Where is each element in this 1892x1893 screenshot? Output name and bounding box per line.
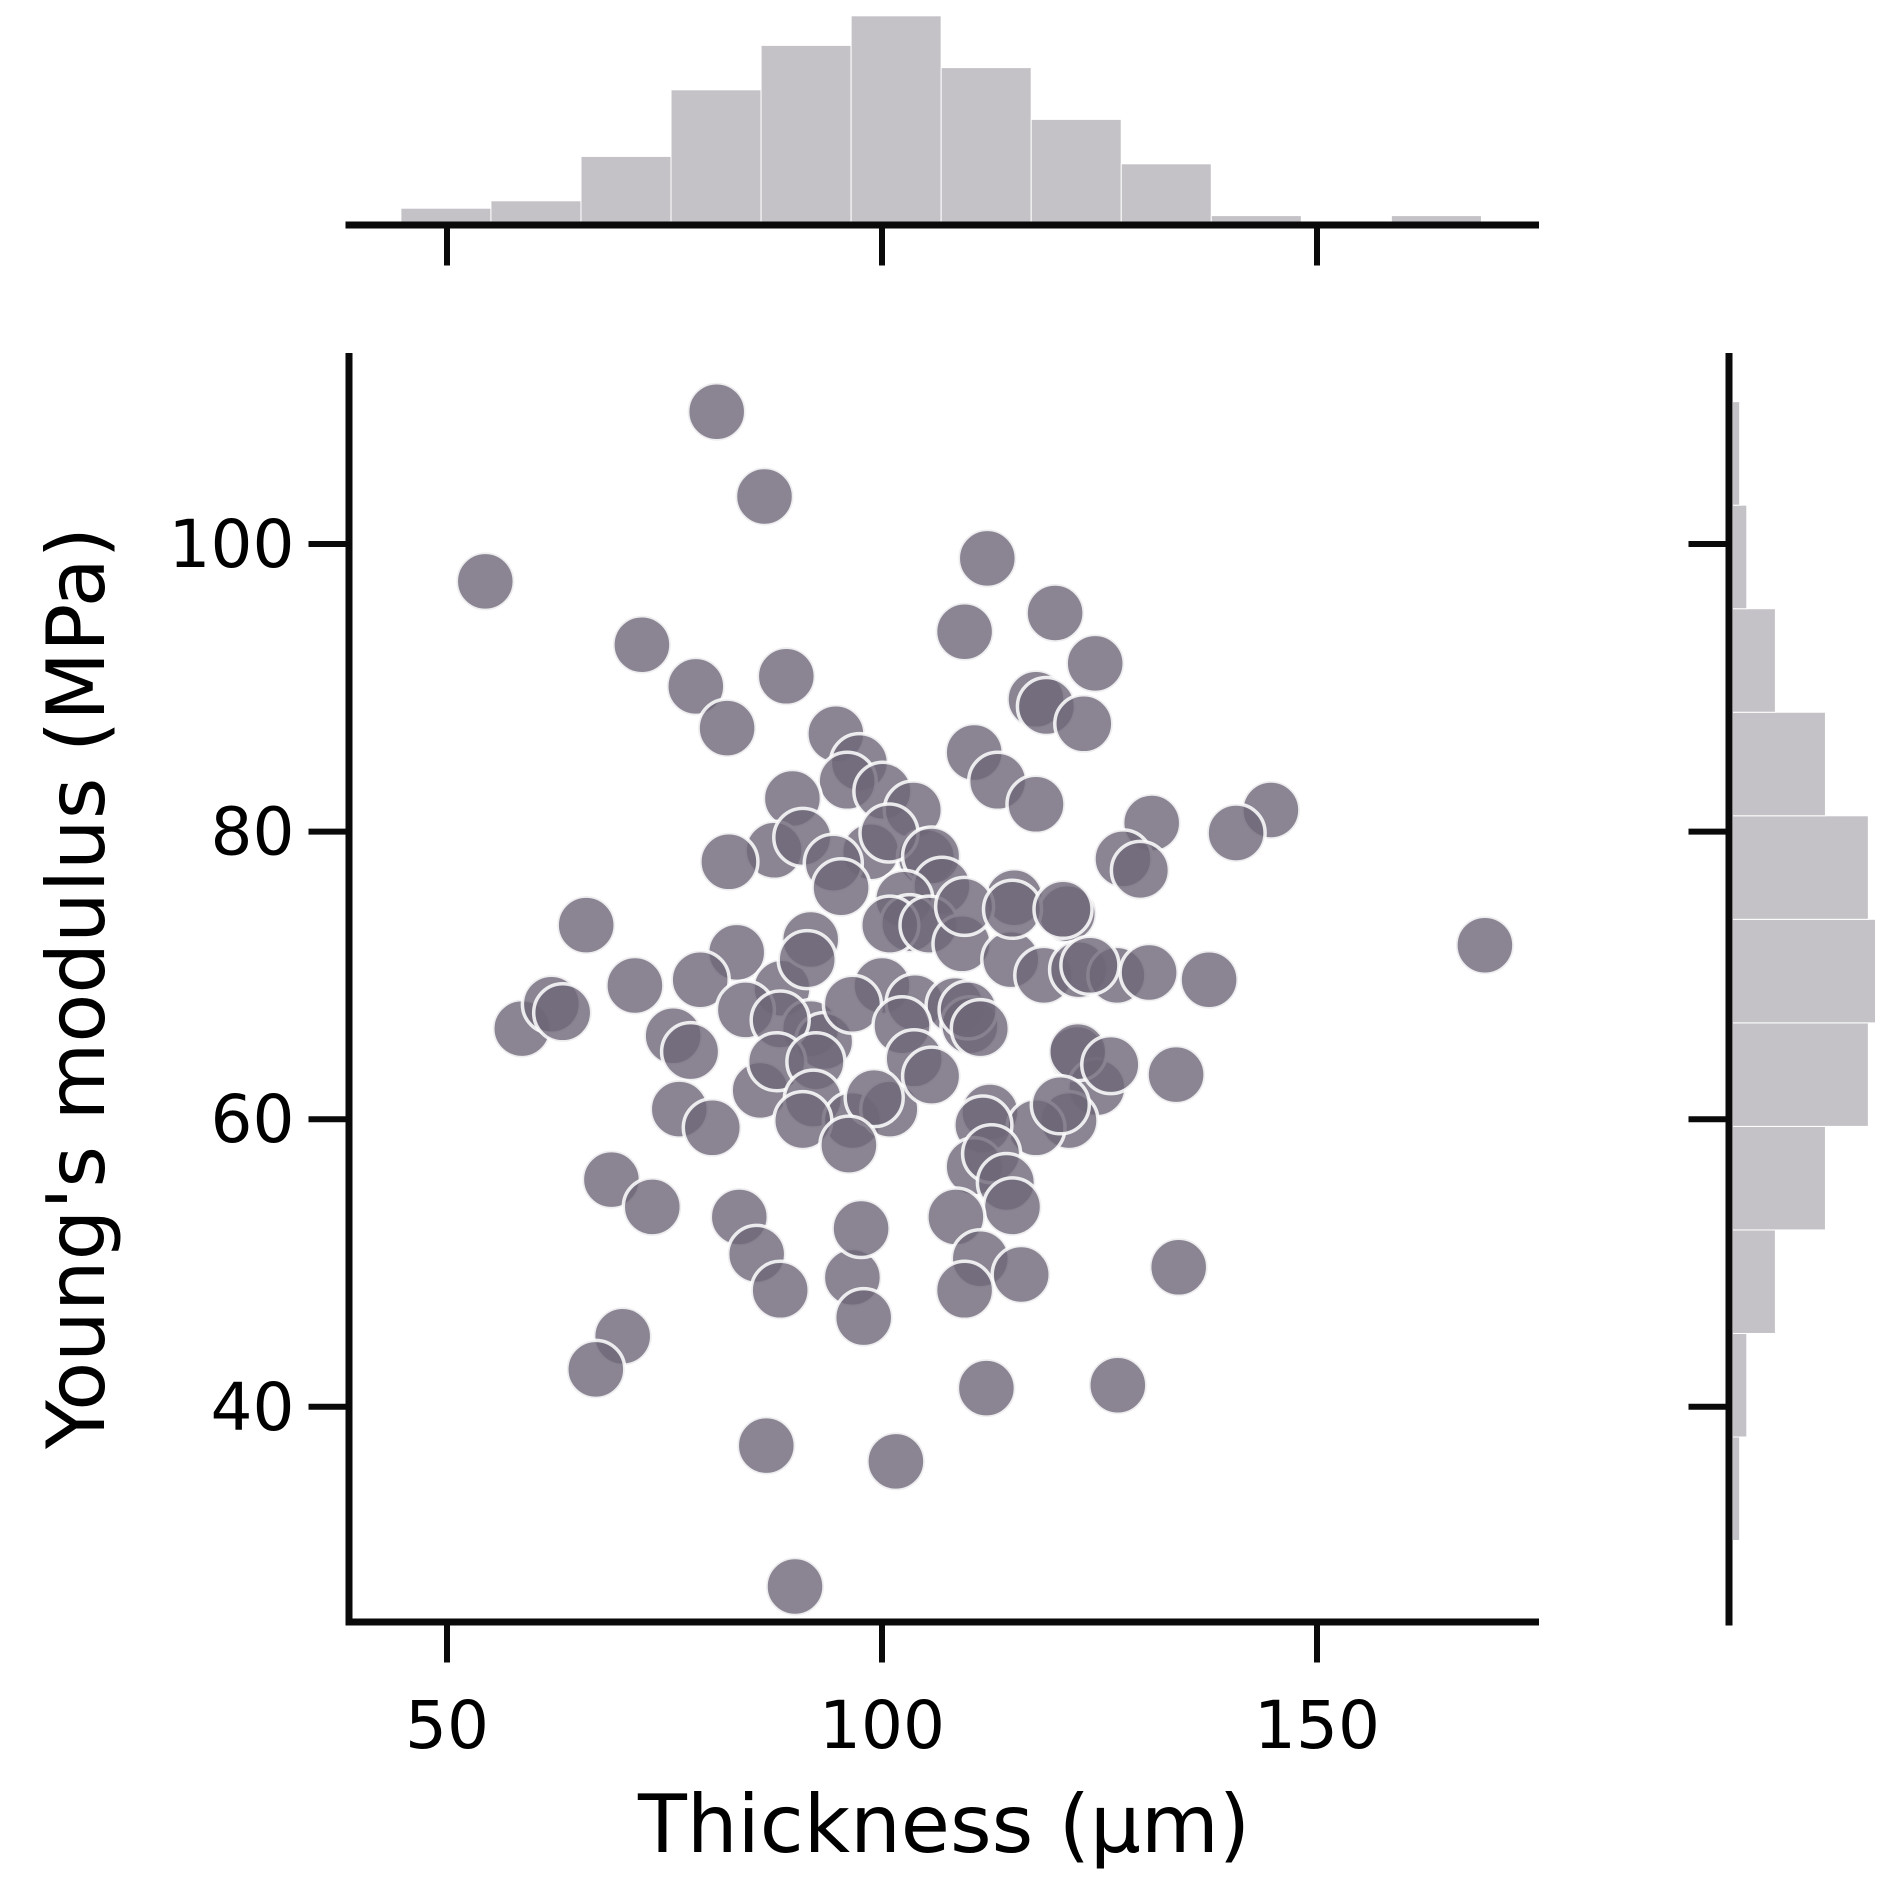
x-axis-label: Thickness (μm) [637, 1778, 1250, 1871]
scatter-point [611, 613, 673, 676]
x-tick-label: 150 [1254, 1687, 1380, 1764]
top-histogram-bar [400, 207, 492, 224]
scatter-point [990, 1243, 1052, 1306]
scatter-point [818, 1114, 880, 1176]
x-tick-label: 100 [819, 1687, 945, 1764]
y-tick-label: 100 [169, 506, 295, 583]
scatter-point [555, 894, 617, 956]
right-histogram-bar [1732, 1022, 1869, 1127]
scatter-point [1059, 934, 1121, 997]
scatter-point [685, 380, 748, 443]
scatter-point [1205, 802, 1267, 864]
scatter-point [1053, 693, 1115, 755]
scatter-point [735, 1414, 798, 1477]
scatter-point [810, 856, 872, 919]
top-histogram-bar [580, 155, 672, 224]
scatter-point [733, 465, 796, 528]
scatter-point [955, 1357, 1018, 1419]
right-histogram-bar [1732, 1229, 1776, 1334]
top-histogram-bar [760, 44, 852, 224]
scatter-point [1109, 839, 1172, 902]
scatter-point [764, 1555, 826, 1618]
top-marginal-histogram [400, 15, 1482, 224]
scatter-point [865, 1430, 927, 1493]
top-histogram-bar [1120, 163, 1212, 224]
x-tick-label: 50 [405, 1687, 489, 1764]
scatter-point [1032, 878, 1094, 941]
scatter-point [933, 1259, 996, 1322]
scatter-point [776, 928, 838, 991]
scatter-points [454, 380, 1516, 1618]
right-histogram-bar [1732, 711, 1826, 817]
scatter-point [832, 1286, 895, 1349]
scatter-point [659, 1020, 722, 1083]
scatter-point [900, 1045, 963, 1107]
scatter-point [1145, 1043, 1207, 1106]
scatter-point [1178, 948, 1240, 1011]
scatter-point [621, 1176, 684, 1238]
scatter-point [1147, 1236, 1210, 1299]
scatter-point [696, 697, 758, 759]
y-tick-label: 40 [211, 1369, 295, 1446]
top-histogram-bar [1030, 118, 1122, 224]
scatter-point [1064, 632, 1126, 695]
scatter-point [454, 550, 517, 613]
scatter-point [843, 1066, 905, 1129]
scatter-point [1118, 941, 1180, 1004]
right-histogram-bar [1732, 504, 1748, 610]
y-tick-labels: 40 60 80 100 [169, 506, 295, 1446]
top-histogram-bar [670, 89, 762, 224]
right-histogram-bar [1732, 1332, 1748, 1438]
scatter-point [1087, 1354, 1149, 1416]
right-histogram-bar [1732, 401, 1741, 506]
scatter-point [949, 997, 1012, 1060]
y-tick-label: 80 [211, 794, 295, 871]
axes-spines-and-ticks [308, 221, 1733, 1663]
top-histogram-bar [490, 200, 582, 224]
scatter-point [755, 645, 818, 708]
y-axis-label: Young's modulus (MPa) [30, 527, 123, 1450]
scatter-point [933, 600, 996, 663]
scatter-point [956, 527, 1019, 590]
x-tick-labels: 50 100 150 [405, 1687, 1380, 1764]
scatter-point [565, 1338, 627, 1401]
scatter-point [1454, 914, 1516, 976]
scatter-point [681, 1097, 744, 1159]
scatter-point [665, 655, 727, 718]
top-histogram-bar [940, 67, 1032, 224]
right-histogram-bar [1732, 815, 1869, 920]
scatter-point [604, 954, 666, 1017]
scatter-point [698, 831, 760, 893]
right-histogram-bar [1732, 608, 1776, 713]
right-marginal-histogram [1732, 401, 1876, 1542]
right-histogram-bar [1732, 1436, 1741, 1542]
scatter-point [531, 982, 594, 1044]
y-tick-label: 60 [211, 1081, 295, 1158]
scatter-point [1005, 773, 1067, 836]
scatter-point [1080, 1033, 1142, 1096]
scatter-point [1029, 1074, 1092, 1136]
scatter-point [1024, 582, 1086, 644]
top-histogram-bar [850, 15, 942, 224]
right-histogram-bar [1732, 918, 1876, 1024]
scatter-point [981, 1176, 1044, 1238]
scatter-point [669, 948, 731, 1011]
scatter-point [749, 1259, 811, 1322]
scatter-point [830, 1197, 892, 1260]
right-histogram-bar [1732, 1125, 1826, 1231]
